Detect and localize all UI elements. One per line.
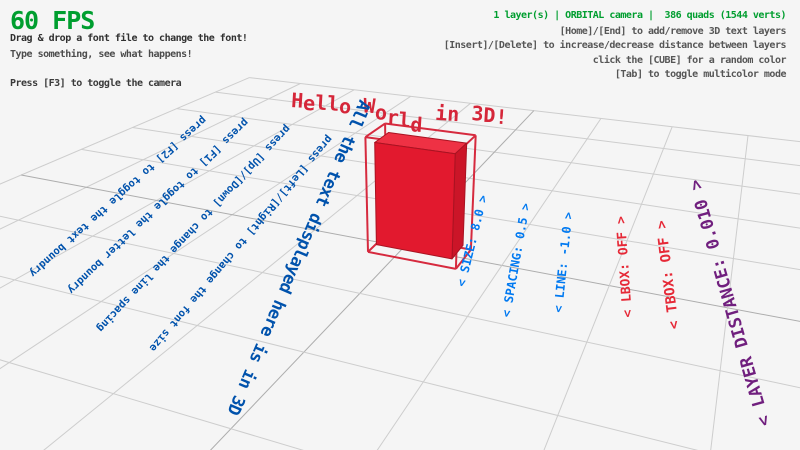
drag-drop-hint: Drag & drop a font file to change the fo…: [10, 33, 248, 44]
red-cube[interactable]: [374, 132, 468, 260]
ground-grid-icon: [0, 77, 800, 450]
cube-click-hint: click the [CUBE] for a random color: [592, 55, 787, 66]
layers-keys-hint: [Home]/[End] to add/remove 3D text layer…: [559, 26, 787, 37]
type-hint: Type something, see what happens!: [10, 49, 193, 60]
fps-counter: 60 FPS: [10, 6, 95, 35]
distance-keys-hint: [Insert]/[Delete] to increase/decrease d…: [443, 40, 787, 51]
status-bar: 1 layer(s) | ORBITAL camera | 386 quads …: [493, 10, 786, 21]
camera-toggle-hint: Press [F3] to toggle the camera: [10, 78, 182, 89]
multicolor-mode-hint: [Tab] to toggle multicolor mode: [614, 69, 787, 80]
